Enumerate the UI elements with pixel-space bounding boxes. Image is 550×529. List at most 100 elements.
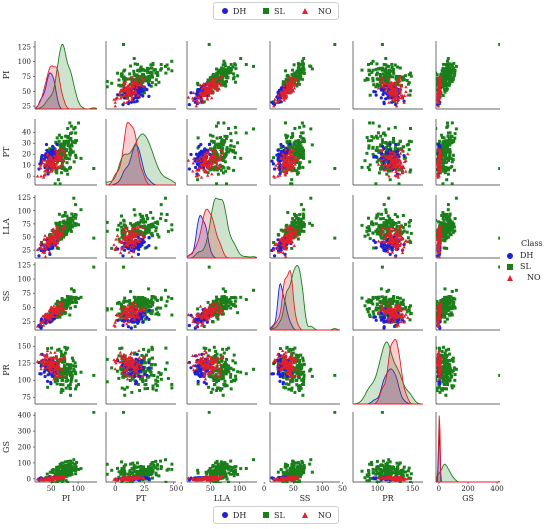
sl-point (217, 121, 220, 124)
no-point (210, 172, 213, 175)
sl-point (207, 79, 210, 82)
dh-point (41, 154, 44, 157)
sl-point (297, 238, 300, 241)
dh-point (148, 83, 151, 86)
panel-plot-area (361, 121, 413, 201)
sl-point (302, 125, 305, 128)
sl-point (68, 299, 71, 302)
sl-point (230, 71, 233, 74)
sl-point (408, 140, 411, 143)
sl-point (223, 156, 226, 159)
sl-point (333, 43, 336, 46)
sl-point (498, 237, 501, 240)
sl-point (396, 215, 399, 218)
sl-point (450, 233, 453, 236)
sl-point (390, 222, 393, 225)
sl-point (72, 127, 75, 130)
dh-point (189, 153, 192, 156)
sl-point (299, 230, 302, 233)
sl-point (443, 213, 446, 216)
sl-point (368, 73, 371, 76)
sl-point (154, 229, 157, 232)
sl-point (209, 134, 212, 137)
sl-point (66, 161, 69, 164)
sl-point (381, 43, 384, 46)
y-tick-label: 0 (27, 173, 31, 181)
sl-point (388, 217, 391, 220)
sl-point (233, 145, 236, 148)
sl-point (252, 127, 255, 130)
sl-point (367, 217, 370, 220)
dh-point (380, 96, 383, 99)
sl-point (447, 84, 450, 87)
sl-point (372, 122, 375, 125)
dh-point (372, 156, 375, 159)
sl-point (214, 144, 217, 147)
sl-point (151, 225, 154, 228)
sl-point (224, 85, 227, 88)
sl-point (371, 231, 374, 234)
sl-point (368, 121, 371, 124)
sl-point (110, 247, 113, 250)
sl-point (447, 57, 450, 60)
sl-point (73, 160, 76, 163)
sl-point (300, 63, 303, 66)
no-point (404, 90, 407, 93)
dh-point (382, 247, 385, 250)
panel-pt-vs-lla (187, 119, 257, 202)
sl-point (409, 127, 412, 130)
sl-point (447, 208, 450, 211)
sl-point (147, 79, 150, 82)
dh-point (147, 95, 150, 98)
sl-point (290, 182, 293, 185)
sl-point (106, 230, 109, 233)
panel-plot-area (432, 43, 501, 107)
sl-point (231, 66, 234, 69)
no-point (206, 174, 209, 177)
y-tick-label: 50 (22, 234, 31, 242)
sl-point (432, 94, 435, 97)
sl-point (299, 69, 302, 72)
sl-point (133, 74, 136, 77)
sl-point (442, 94, 445, 97)
sl-point (234, 81, 237, 84)
sl-point (297, 66, 300, 69)
sl-point (384, 134, 387, 137)
sl-point (385, 73, 388, 76)
sl-point (74, 298, 77, 301)
sl-point (451, 160, 454, 163)
sl-point (446, 122, 449, 125)
panel-lla-vs-pr (353, 195, 423, 258)
dh-point (40, 326, 43, 329)
sl-point (136, 63, 139, 66)
sl-point (450, 73, 453, 76)
sl-point (224, 170, 227, 173)
dh-point (272, 162, 275, 165)
sl-point (164, 65, 167, 68)
sl-point (367, 139, 370, 142)
sl-point (153, 69, 156, 72)
sl-point (122, 70, 125, 73)
sl-point (295, 85, 298, 88)
sl-point (145, 214, 148, 217)
sl-point (295, 170, 298, 173)
sl-point (230, 144, 233, 147)
sl-point (66, 299, 69, 302)
dh-point (372, 90, 375, 93)
panel-plot-area (89, 43, 174, 107)
sl-point (367, 63, 370, 66)
sl-point (56, 136, 59, 139)
sl-point (370, 220, 373, 223)
sl-point (122, 43, 125, 46)
no-point (293, 244, 296, 247)
panel-pt-vs-pr (353, 119, 423, 202)
sl-point (67, 217, 70, 220)
sl-point (302, 157, 305, 160)
sl-point (376, 146, 379, 149)
sl-point (291, 73, 294, 76)
panel-lla-vs-ss (270, 195, 340, 258)
dh-point (270, 101, 273, 104)
sl-point (68, 151, 71, 154)
sl-point (227, 167, 230, 170)
